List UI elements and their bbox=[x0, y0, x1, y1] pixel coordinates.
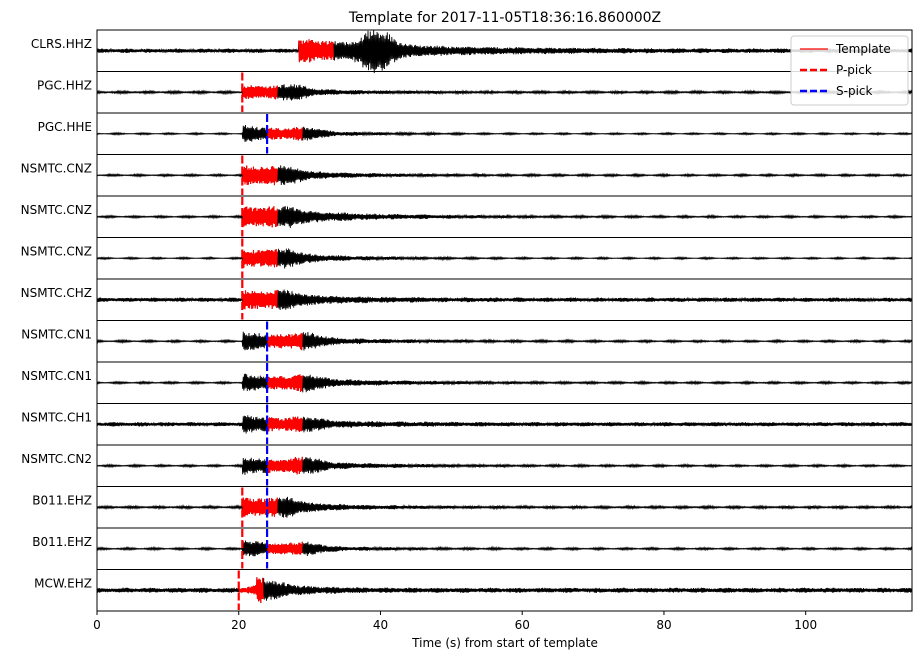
legend-label: Template bbox=[835, 42, 891, 56]
trace-label: NSMTC.CNZ bbox=[21, 203, 92, 217]
trace-label: MCW.EHZ bbox=[34, 577, 92, 591]
template-segment bbox=[242, 206, 278, 228]
trace-label: NSMTC.CNZ bbox=[21, 162, 92, 176]
trace-label: NSMTC.CN1 bbox=[21, 369, 92, 383]
waveform-line bbox=[96, 540, 913, 557]
trace-label: CLRS.HHZ bbox=[31, 37, 92, 51]
trace-panel: NSMTC.CNZ bbox=[21, 237, 913, 280]
trace-label: NSMTC.CN1 bbox=[21, 328, 92, 342]
template-segment bbox=[267, 333, 303, 351]
waveform-line bbox=[96, 373, 913, 393]
trace-panel: NSMTC.CNZ bbox=[21, 154, 913, 197]
x-tick-label: 80 bbox=[656, 618, 671, 632]
waveform-line bbox=[96, 206, 913, 228]
trace-panel: NSMTC.CHZ bbox=[21, 278, 913, 321]
template-segment bbox=[242, 497, 278, 517]
waveform-line bbox=[96, 415, 913, 434]
trace-panel: MCW.EHZ bbox=[34, 569, 913, 612]
template-segment bbox=[267, 127, 303, 141]
trace-label: PGC.HHZ bbox=[37, 79, 92, 93]
trace-panel: NSMTC.CNZ bbox=[21, 195, 913, 238]
trace-panel: NSMTC.CH1 bbox=[21, 403, 913, 446]
template-segment bbox=[267, 416, 303, 432]
legend-label: S-pick bbox=[836, 84, 872, 98]
trace-panels: CLRS.HHZ PGC.HHZ PGC.HHE NSMTC.CNZ NSMTC.CNZ… bbox=[21, 29, 913, 612]
x-tick-label: 100 bbox=[794, 618, 817, 632]
template-segment bbox=[242, 85, 278, 100]
trace-panel: PGC.HHE bbox=[38, 112, 913, 155]
template-segment bbox=[267, 374, 303, 392]
x-axis: 0 20 40 60 80 100 bbox=[93, 611, 817, 632]
x-tick-label: 60 bbox=[515, 618, 530, 632]
chart-title: Template for 2017-11-05T18:36:16.860000Z bbox=[348, 10, 661, 26]
waveform-line bbox=[96, 165, 913, 186]
template-segment bbox=[242, 249, 278, 268]
template-segment bbox=[242, 289, 278, 310]
waveform-line bbox=[96, 289, 913, 311]
trace-label: B011.EHZ bbox=[32, 535, 92, 549]
trace-label: NSMTC.CH1 bbox=[21, 411, 92, 425]
trace-label: NSMTC.CN2 bbox=[21, 452, 92, 466]
x-tick-label: 0 bbox=[93, 618, 101, 632]
trace-label: NSMTC.CHZ bbox=[21, 286, 92, 300]
trace-panel: NSMTC.CN1 bbox=[21, 320, 913, 363]
waveform-line bbox=[96, 84, 913, 101]
waveform-line bbox=[96, 331, 913, 351]
trace-panel: NSMTC.CN2 bbox=[21, 444, 913, 487]
legend-label: P-pick bbox=[836, 63, 872, 77]
legend: Template P-pick S-pick bbox=[790, 35, 909, 106]
x-axis-label: Time (s) from start of template bbox=[411, 636, 598, 650]
waveform-line bbox=[96, 577, 913, 603]
template-segment bbox=[267, 456, 303, 475]
trace-panel: NSMTC.CN1 bbox=[21, 361, 913, 404]
trace-panel: CLRS.HHZ bbox=[31, 29, 913, 74]
waveform-line bbox=[96, 124, 913, 142]
waveform-line bbox=[96, 496, 913, 518]
legend-box bbox=[790, 35, 909, 106]
waveform-line bbox=[96, 456, 913, 475]
x-tick-label: 40 bbox=[373, 618, 388, 632]
waveform-line bbox=[96, 248, 913, 269]
template-segment bbox=[238, 577, 264, 603]
template-segment bbox=[298, 39, 334, 63]
trace-panel: B011.EHZ bbox=[32, 486, 913, 529]
trace-label: NSMTC.CNZ bbox=[21, 245, 92, 259]
template-segment bbox=[267, 541, 303, 555]
waveform-line bbox=[96, 30, 913, 74]
trace-label: PGC.HHE bbox=[38, 120, 92, 134]
template-segment bbox=[242, 165, 278, 186]
x-tick-label: 20 bbox=[231, 618, 246, 632]
trace-label: B011.EHZ bbox=[32, 494, 92, 508]
trace-panel: PGC.HHZ bbox=[37, 71, 913, 114]
trace-panel: B011.EHZ bbox=[32, 527, 913, 570]
